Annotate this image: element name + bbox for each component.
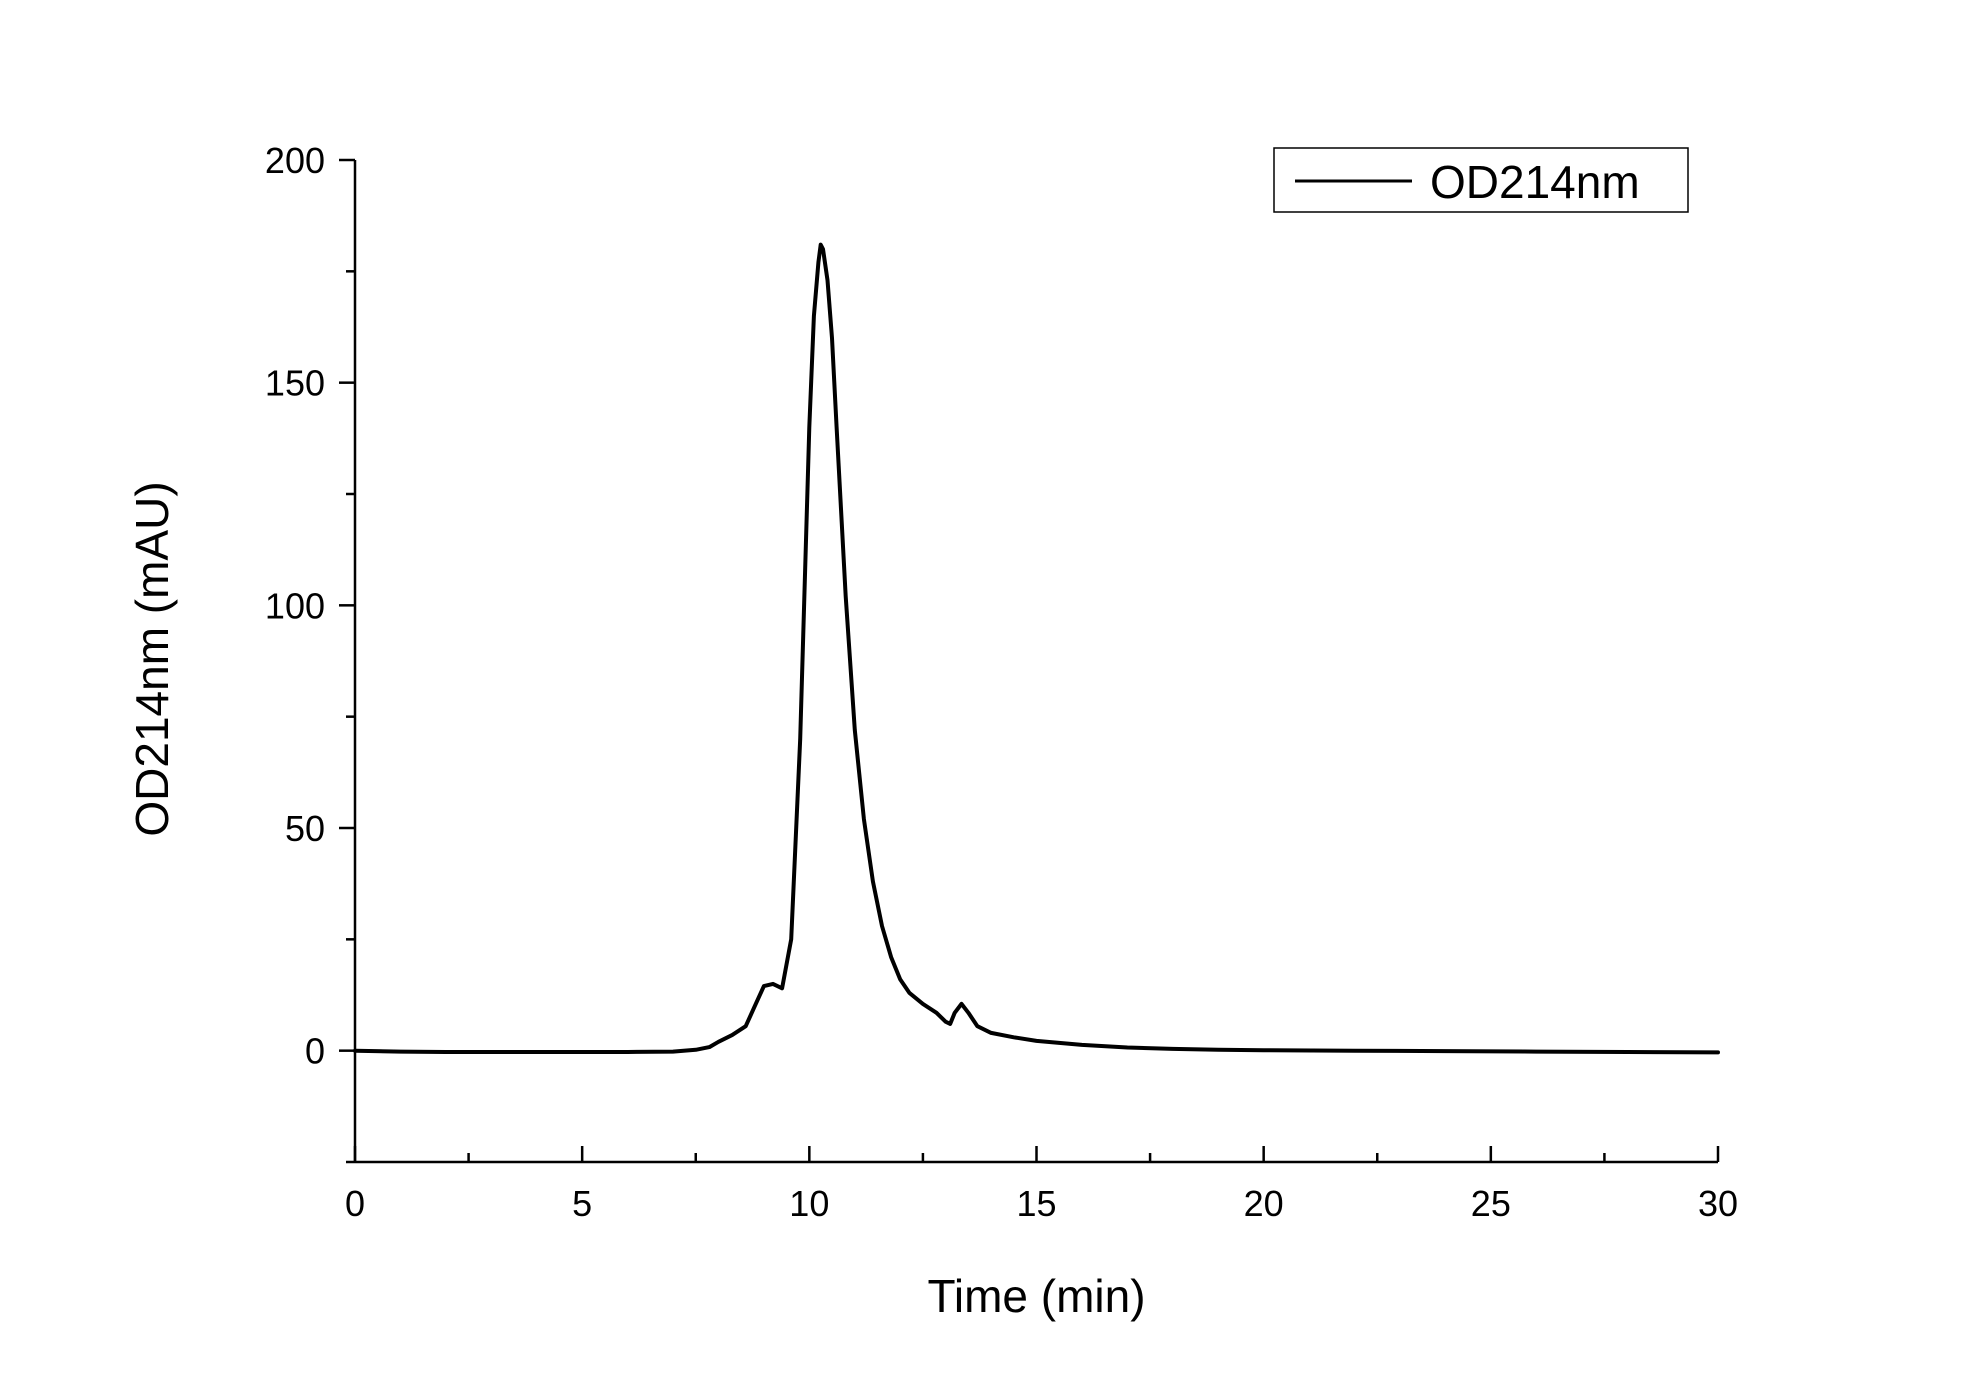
y-axis-title: OD214nm (mAU) [126, 481, 178, 836]
x-tick-label: 20 [1244, 1183, 1284, 1224]
x-tick-label: 10 [789, 1183, 829, 1224]
y-tick-label: 0 [305, 1031, 325, 1072]
legend-label: OD214nm [1430, 156, 1640, 208]
y-tick-label: 150 [265, 363, 325, 404]
axes [353, 160, 1718, 1164]
series-line-od214nm [353, 242, 1720, 1055]
y-tick-label: 50 [285, 808, 325, 849]
x-tick-label: 30 [1698, 1183, 1738, 1224]
y-tick-label: 100 [265, 585, 325, 626]
x-axis-title: Time (min) [927, 1270, 1145, 1322]
y-tick-label: 200 [265, 140, 325, 181]
x-tick-label: 0 [345, 1183, 365, 1224]
x-tick-label: 25 [1471, 1183, 1511, 1224]
legend: OD214nm [1273, 147, 1689, 213]
x-tick-label: 5 [572, 1183, 592, 1224]
plot-area [353, 242, 1720, 1055]
x-tick-label: 15 [1016, 1183, 1056, 1224]
ticks: 0 5 10 15 20 25 30 0 50 100 150 200 [265, 140, 1738, 1224]
